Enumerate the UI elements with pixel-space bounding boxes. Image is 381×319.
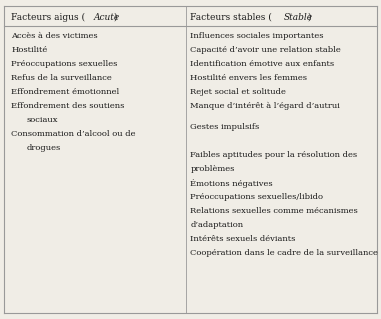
Text: Refus de la surveillance: Refus de la surveillance [11, 74, 112, 82]
Text: Hostilité envers les femmes: Hostilité envers les femmes [190, 74, 307, 82]
Text: problèmes: problèmes [190, 165, 235, 173]
Text: d’adaptation: d’adaptation [190, 221, 243, 229]
Text: Hostilité: Hostilité [11, 46, 48, 54]
Text: Préoccupations sexuelles: Préoccupations sexuelles [11, 60, 118, 68]
Text: Relations sexuelles comme mécanismes: Relations sexuelles comme mécanismes [190, 207, 358, 215]
Text: ): ) [114, 13, 117, 22]
Text: Émotions négatives: Émotions négatives [190, 179, 273, 188]
Text: Accès à des victimes: Accès à des victimes [11, 32, 98, 40]
Text: Faibles aptitudes pour la résolution des: Faibles aptitudes pour la résolution des [190, 151, 358, 159]
Text: Intérêts sexuels déviants: Intérêts sexuels déviants [190, 235, 296, 243]
Text: Influences sociales importantes: Influences sociales importantes [190, 32, 324, 40]
Text: Préoccupations sexuelles/libido: Préoccupations sexuelles/libido [190, 193, 323, 201]
Text: Gestes impulsifs: Gestes impulsifs [190, 123, 260, 131]
Text: Effondrement des soutiens: Effondrement des soutiens [11, 102, 125, 110]
Text: Acute: Acute [93, 13, 120, 22]
Text: ): ) [307, 13, 311, 22]
Text: Facteurs aigus (: Facteurs aigus ( [11, 13, 86, 22]
Text: Effondrement émotionnel: Effondrement émotionnel [11, 88, 120, 96]
Text: Manque d’intérêt à l’égard d’autrui: Manque d’intérêt à l’égard d’autrui [190, 102, 340, 110]
Text: Consommation d’alcool ou de: Consommation d’alcool ou de [11, 130, 136, 138]
Text: Rejet social et solitude: Rejet social et solitude [190, 88, 287, 96]
Text: drogues: drogues [27, 144, 61, 152]
Text: Capacité d’avoir une relation stable: Capacité d’avoir une relation stable [190, 46, 341, 54]
Text: Facteurs stables (: Facteurs stables ( [190, 13, 272, 22]
Text: Identification émotive aux enfants: Identification émotive aux enfants [190, 60, 335, 68]
Text: sociaux: sociaux [27, 116, 58, 124]
Text: Stable: Stable [284, 13, 313, 22]
Text: Coopération dans le cadre de la surveillance: Coopération dans le cadre de la surveill… [190, 249, 378, 257]
